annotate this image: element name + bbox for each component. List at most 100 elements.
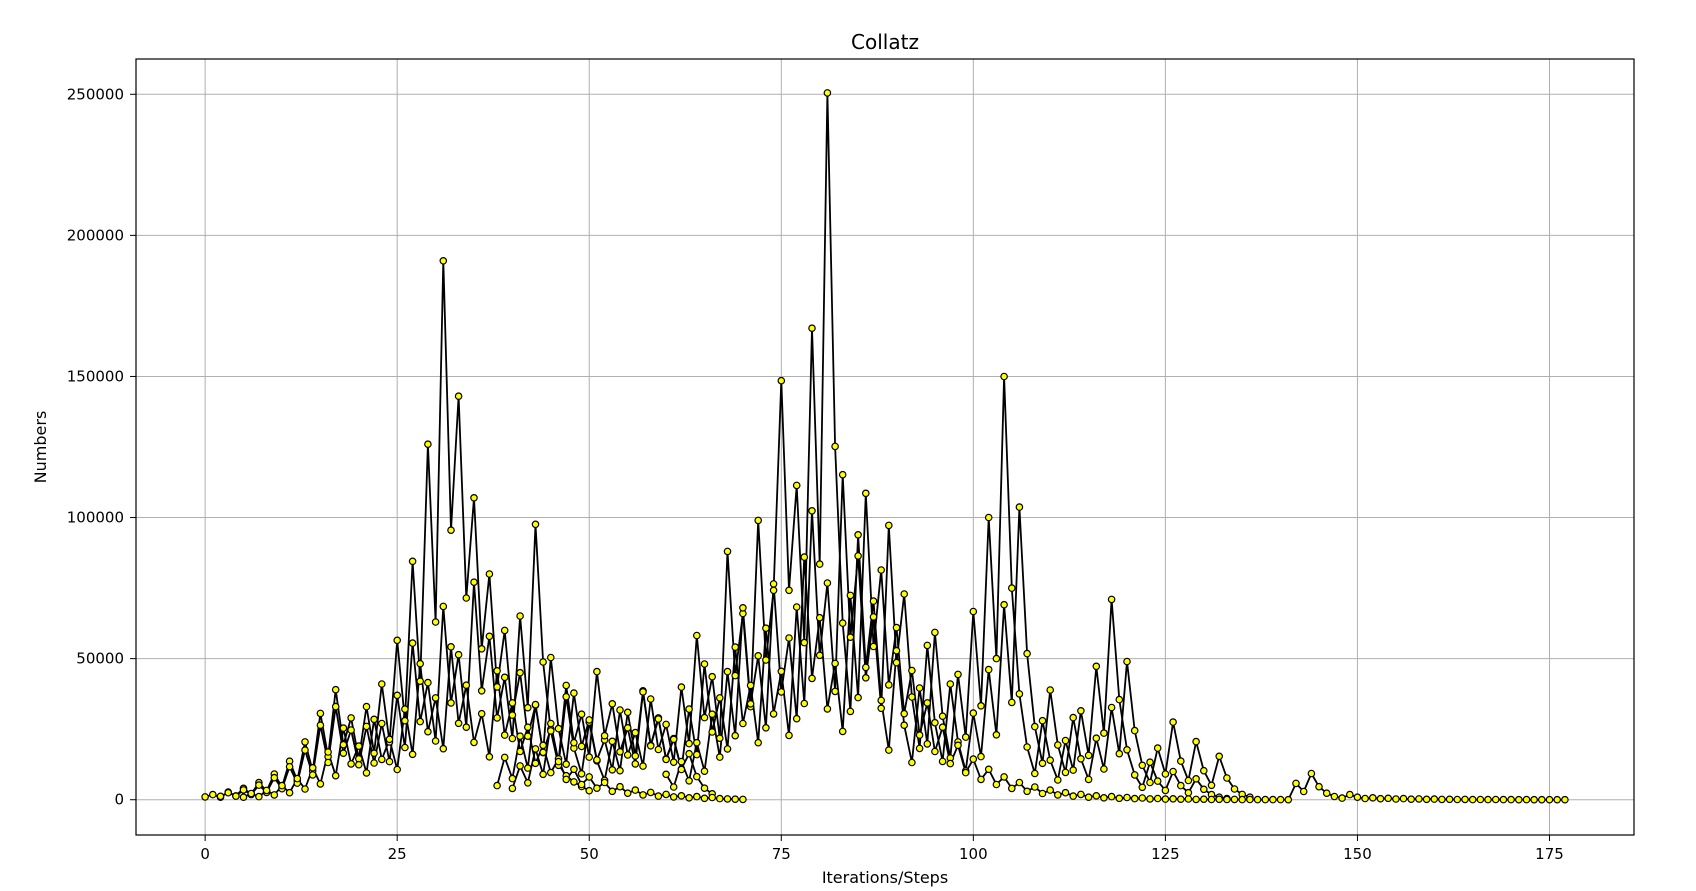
data-point xyxy=(1392,795,1400,803)
data-point xyxy=(639,791,647,799)
data-point xyxy=(585,753,594,761)
data-point xyxy=(1115,794,1124,803)
data-point xyxy=(1038,759,1047,768)
data-point xyxy=(631,728,640,737)
data-point xyxy=(884,681,893,689)
data-point xyxy=(692,792,701,801)
data-point xyxy=(1200,766,1208,775)
series-lines xyxy=(204,92,1565,801)
data-point xyxy=(462,681,471,690)
y-tick-label: 100000 xyxy=(67,509,124,527)
data-point xyxy=(1223,795,1231,804)
data-point xyxy=(247,789,256,798)
series-line xyxy=(665,492,1565,801)
data-point xyxy=(278,781,286,790)
grid-lines xyxy=(136,59,1634,835)
data-point xyxy=(347,760,355,768)
data-point xyxy=(1369,793,1377,802)
data-point xyxy=(531,700,540,709)
data-point xyxy=(854,552,862,560)
data-point xyxy=(1353,793,1362,802)
data-point xyxy=(1107,792,1116,801)
data-point xyxy=(485,570,494,578)
data-point xyxy=(1253,795,1262,804)
data-point xyxy=(1292,779,1300,788)
data-point xyxy=(516,612,524,620)
data-point xyxy=(915,731,924,739)
data-point xyxy=(546,727,555,735)
data-point xyxy=(1015,503,1024,511)
x-tick-label: 0 xyxy=(200,845,210,863)
data-point xyxy=(777,688,786,696)
data-point xyxy=(700,713,709,722)
data-point xyxy=(754,516,763,525)
data-point xyxy=(1330,792,1339,801)
data-point xyxy=(1031,722,1039,731)
data-point xyxy=(931,718,939,727)
data-point xyxy=(1561,795,1569,804)
data-point xyxy=(608,765,617,774)
data-point xyxy=(900,721,909,730)
data-point xyxy=(539,748,547,757)
data-point xyxy=(1476,795,1485,804)
data-point xyxy=(316,709,325,718)
data-point xyxy=(838,619,847,627)
data-point xyxy=(1246,795,1254,804)
data-point xyxy=(531,745,540,753)
data-point xyxy=(915,744,924,753)
data-point xyxy=(892,623,901,632)
data-point xyxy=(293,774,302,783)
data-point xyxy=(815,613,824,622)
data-point xyxy=(439,256,448,265)
data-point xyxy=(1007,784,1016,793)
data-point xyxy=(731,731,740,740)
data-point xyxy=(954,741,962,750)
data-point xyxy=(1507,795,1515,804)
data-point xyxy=(1230,785,1239,793)
data-point xyxy=(1192,774,1200,783)
data-point xyxy=(700,784,709,793)
data-point xyxy=(1023,787,1031,796)
x-tick-label: 125 xyxy=(1151,845,1180,863)
data-point xyxy=(577,710,586,719)
data-point xyxy=(431,618,440,626)
data-point xyxy=(623,789,632,798)
data-point xyxy=(1061,768,1070,777)
data-point xyxy=(424,678,432,687)
data-point xyxy=(585,786,594,795)
data-point xyxy=(1130,794,1139,803)
data-point xyxy=(854,530,862,539)
data-point xyxy=(546,653,555,662)
data-point xyxy=(1223,774,1231,782)
data-point xyxy=(1100,729,1108,737)
data-point xyxy=(339,749,348,758)
data-point xyxy=(1084,775,1093,784)
data-point xyxy=(1192,737,1200,746)
data-point xyxy=(493,666,501,675)
data-point xyxy=(1000,372,1008,381)
data-point xyxy=(923,641,932,650)
data-point xyxy=(992,780,1001,789)
data-point xyxy=(961,768,970,777)
data-point xyxy=(1130,771,1139,779)
data-point xyxy=(439,602,448,611)
data-point xyxy=(1054,791,1062,799)
data-point xyxy=(1061,788,1070,797)
data-point xyxy=(516,747,524,756)
data-point xyxy=(669,783,678,791)
data-point xyxy=(739,795,747,804)
data-point xyxy=(1146,795,1154,803)
data-point xyxy=(831,442,839,451)
data-point xyxy=(493,781,501,790)
data-point xyxy=(616,706,624,714)
data-point xyxy=(1515,795,1523,804)
data-point xyxy=(401,743,409,752)
data-point xyxy=(1484,795,1492,804)
data-point xyxy=(892,658,901,667)
data-point xyxy=(1061,736,1070,745)
data-point xyxy=(846,591,855,600)
data-point xyxy=(1084,751,1093,760)
data-point xyxy=(270,791,279,799)
data-point xyxy=(785,586,793,595)
data-point xyxy=(508,711,517,719)
